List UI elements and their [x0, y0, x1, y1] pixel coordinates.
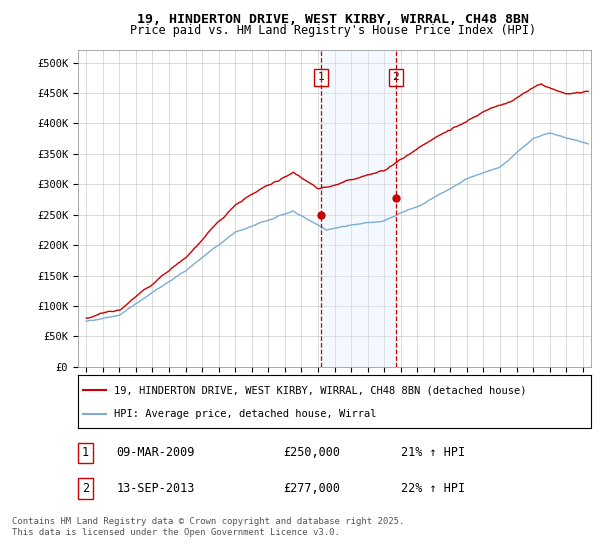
Text: 19, HINDERTON DRIVE, WEST KIRBY, WIRRAL, CH48 8BN (detached house): 19, HINDERTON DRIVE, WEST KIRBY, WIRRAL,…	[114, 385, 526, 395]
Text: 2: 2	[392, 72, 399, 82]
Text: 19, HINDERTON DRIVE, WEST KIRBY, WIRRAL, CH48 8BN: 19, HINDERTON DRIVE, WEST KIRBY, WIRRAL,…	[137, 13, 529, 26]
Text: 22% ↑ HPI: 22% ↑ HPI	[401, 482, 466, 495]
Bar	[321, 50, 396, 367]
Text: 1: 1	[318, 72, 325, 82]
Text: 09-MAR-2009: 09-MAR-2009	[116, 446, 195, 459]
Text: £250,000: £250,000	[283, 446, 340, 459]
Text: 13-SEP-2013: 13-SEP-2013	[116, 482, 195, 495]
Text: Contains HM Land Registry data © Crown copyright and database right 2025.
This d: Contains HM Land Registry data © Crown c…	[12, 517, 404, 537]
Text: 2: 2	[82, 482, 89, 495]
Text: £277,000: £277,000	[283, 482, 340, 495]
Text: HPI: Average price, detached house, Wirral: HPI: Average price, detached house, Wirr…	[114, 408, 376, 418]
Text: 1: 1	[82, 446, 89, 459]
Text: Price paid vs. HM Land Registry's House Price Index (HPI): Price paid vs. HM Land Registry's House …	[130, 24, 536, 38]
Text: 21% ↑ HPI: 21% ↑ HPI	[401, 446, 466, 459]
